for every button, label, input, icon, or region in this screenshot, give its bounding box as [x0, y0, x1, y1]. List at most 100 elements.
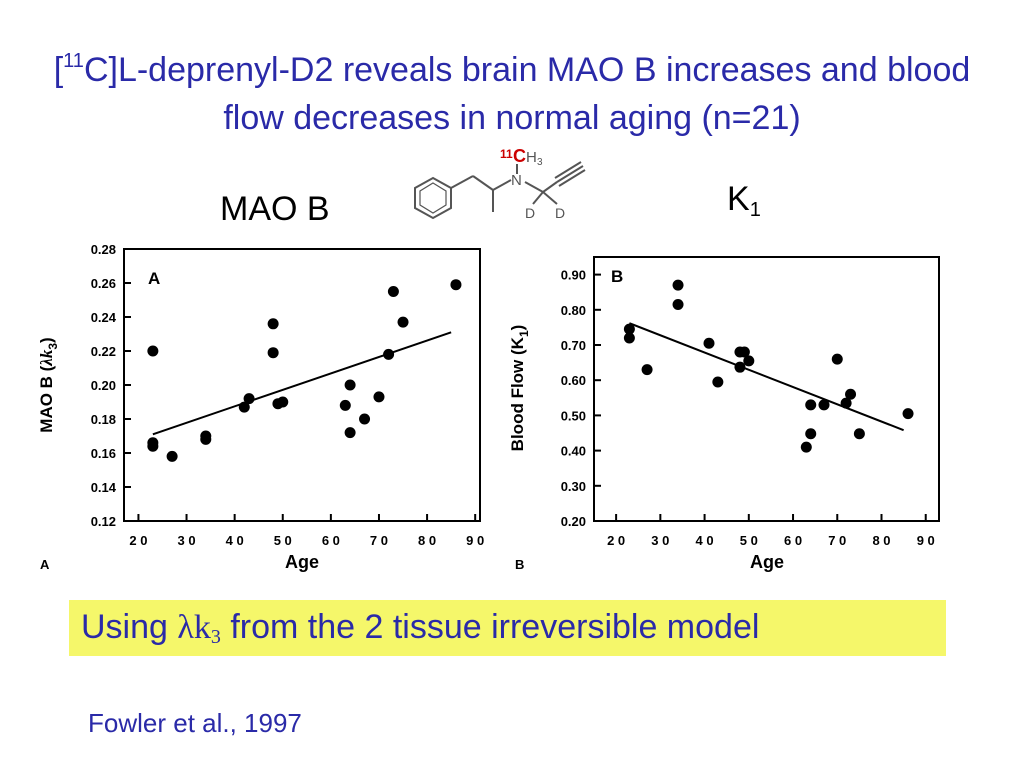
molecule-deuterium-1: D [525, 205, 535, 221]
model-note-sub: 3 [210, 626, 221, 648]
model-note-suffix: from the 2 tissue irreversible model [220, 608, 760, 646]
a-y-tick-label: 0.16 [91, 446, 116, 461]
b-data-point [623, 323, 635, 335]
molecule-carbon: C [513, 146, 526, 166]
a-data-point [344, 379, 356, 391]
a-x-tick-label: 7 0 [370, 533, 388, 548]
b-x-tick-label: 3 0 [651, 533, 669, 548]
molecule-deuterium-2: D [555, 205, 565, 221]
b-data-point [672, 279, 684, 291]
a-x-tick-label: 2 0 [129, 533, 147, 548]
b-data-point [800, 441, 812, 453]
molecule-nitrogen: N [511, 172, 522, 189]
b-x-tick-label: 8 0 [872, 533, 890, 548]
a-data-point [267, 318, 279, 330]
b-x-tick-label: 7 0 [828, 533, 846, 548]
a-y-tick-label: 0.12 [91, 514, 116, 529]
b-data-point [623, 332, 635, 344]
b-y-tick-label: 0.30 [561, 479, 586, 494]
chart-b-panel-letter: B [611, 267, 623, 286]
chart-b-corner-label: B [515, 557, 524, 572]
chart-b-fit-line [629, 322, 904, 432]
chart-b-x-label: Age [750, 552, 784, 572]
k1-label: K1 [727, 180, 761, 220]
chart-a-fit-line [152, 331, 452, 436]
model-note-symbol: λk [177, 609, 211, 646]
b-data-point [641, 364, 653, 376]
a-data-point [277, 396, 289, 408]
chart-b-y-label-main: Blood Flow (K [508, 336, 527, 451]
model-note-text: Using λk3 from the 2 tissue irreversible… [81, 608, 759, 647]
chart-a-y-label-close: ) [37, 337, 56, 343]
a-data-point [359, 413, 371, 425]
b-x-tick-label: 4 0 [696, 533, 714, 548]
chart-a-panel-letter: A [148, 269, 160, 288]
a-y-tick-label: 0.14 [91, 480, 117, 495]
chart-a-y-label-main: MAO B ( [37, 365, 56, 432]
a-data-point [147, 440, 159, 452]
b-x-tick-label: 5 0 [740, 533, 758, 548]
b-data-point [818, 399, 830, 411]
a-x-tick-label: 3 0 [178, 533, 196, 548]
chart-a-y-label: MAO B (λk3) [37, 337, 60, 432]
b-data-point [712, 376, 724, 388]
b-y-tick-label: 0.50 [561, 408, 586, 423]
a-data-point [243, 393, 255, 405]
a-y-tick-label: 0.24 [91, 310, 117, 325]
chart-mao-b: A 0.12 0.14 0.16 0.18 0.20 0.22 0.24 0.26 0.28 2… [37, 242, 484, 572]
chart-blood-flow: B 0.20 0.30 0.40 0.50 0.60 0.70 0.80 0.90 2 0 3 … [508, 256, 940, 572]
a-data-point [397, 316, 409, 328]
triple-bond-b [554, 161, 582, 179]
molecule-h: H [526, 149, 537, 166]
bond-ch2-ch [472, 175, 494, 191]
a-x-tick-label: 6 0 [322, 533, 340, 548]
model-note-box: Using λk3 from the 2 tissue irreversible… [69, 600, 946, 656]
bond-cd2-alkyne [542, 181, 558, 193]
b-data-point [845, 388, 857, 400]
a-data-point [387, 286, 399, 297]
chart-b-y-label-close: ) [508, 325, 527, 331]
a-data-point [166, 450, 178, 462]
k1-main: K [727, 180, 750, 218]
a-data-point [339, 399, 351, 411]
a-x-tick-label: 4 0 [226, 533, 244, 548]
b-y-tick-label: 0.40 [561, 444, 586, 459]
bond-ring-ch2 [450, 175, 474, 189]
b-data-point [902, 408, 914, 420]
bond-cd2-d1 [532, 191, 544, 205]
b-y-tick-label: 0.70 [561, 338, 586, 353]
a-data-point [147, 345, 159, 357]
molecule-isotope: 11 [500, 147, 513, 161]
molecule-h-sub: 3 [537, 157, 543, 168]
b-x-tick-label: 2 0 [607, 533, 625, 548]
a-data-point [267, 347, 279, 359]
chart-b-y-label-sub: 1 [517, 330, 531, 337]
a-data-point [383, 348, 395, 360]
a-x-tick-label: 9 0 [466, 533, 484, 548]
b-data-point [734, 361, 746, 373]
title-bracket: [ [53, 51, 64, 89]
bond-ch-n [492, 179, 512, 191]
citation: Fowler et al., 1997 [88, 708, 302, 738]
b-data-point [805, 399, 817, 411]
chart-a-y-label-sub: 3 [46, 343, 60, 350]
title-isotope: 11 [63, 50, 84, 72]
b-y-tick-label: 0.20 [561, 514, 586, 529]
b-x-tick-label: 9 0 [917, 533, 935, 548]
triple-bond-c [558, 169, 586, 187]
b-data-point [672, 299, 684, 311]
b-data-point [840, 397, 852, 409]
mao-b-label: MAO B [220, 190, 330, 228]
a-x-tick-label: 8 0 [418, 533, 436, 548]
b-y-tick-label: 0.90 [561, 268, 586, 283]
a-data-point [200, 433, 212, 445]
deprenyl-structure: 11 C H 3 N D D [414, 146, 586, 221]
triple-bond-a [556, 165, 584, 183]
chart-a-corner-label: A [40, 557, 50, 572]
chart-a-y-label-symbol: λk [37, 349, 56, 367]
model-note-prefix: Using [81, 608, 178, 646]
b-y-tick-label: 0.60 [561, 373, 586, 388]
chart-b-y-label: Blood Flow (K1) [508, 325, 531, 452]
b-data-point [738, 346, 750, 358]
b-data-point [831, 353, 843, 365]
